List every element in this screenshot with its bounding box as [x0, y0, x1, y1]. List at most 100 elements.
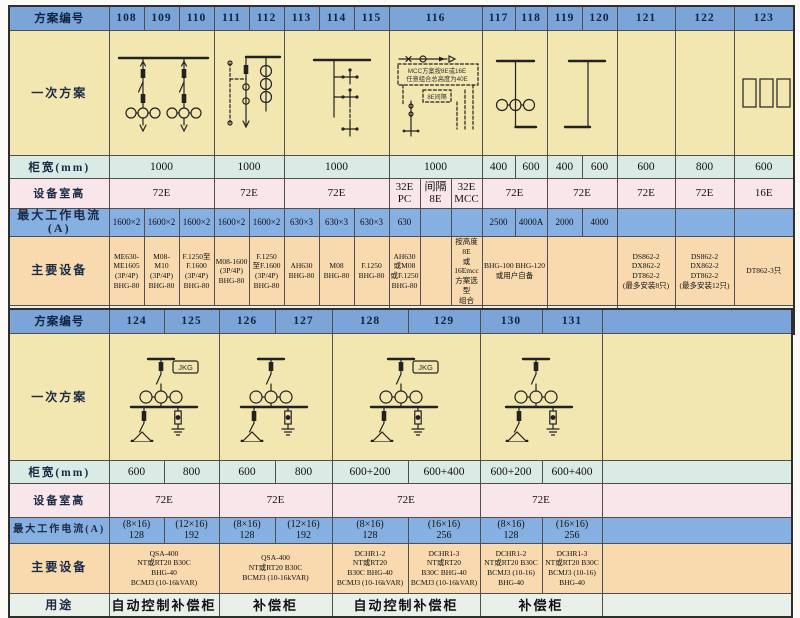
diagram-cell-119-120: [546, 29, 618, 156]
current-cell: 4000A: [514, 207, 548, 238]
bus-riser-diagram-icon: [563, 59, 606, 128]
equipment-cell: DCHR1-2 NT或RT20 B30C BCMJ3 (10-16) BHG-4…: [479, 542, 543, 594]
max-current-label: 最大工作电流(A): [8, 207, 110, 238]
scheme-table-108-123: 方案编号 108 109 110 111 112 113 114 115 116…: [8, 5, 796, 335]
scheme-number-130: 130: [479, 308, 543, 334]
diagram-cell-108-110: [108, 29, 215, 156]
cabinet-width-label: 柜宽(mm): [8, 154, 110, 179]
diagram-cell-123: [733, 29, 795, 156]
scheme-number-124: 124: [108, 308, 165, 334]
primary-scheme-label: 一次方案: [8, 29, 110, 156]
width-cell: 800: [674, 154, 735, 179]
cabinet-width-row: 柜宽(mm) 1000 1000 1000 1000 400 600 400 6…: [8, 154, 795, 179]
max-current-label: 最大工作电流(A): [8, 516, 110, 544]
current-cell: [616, 207, 676, 238]
current-cell: 1600×2: [143, 207, 180, 238]
scheme-number-118: 118: [514, 5, 548, 31]
equipment-room-height-row: 设备室高 72E 72E 72E 72E: [8, 482, 793, 518]
usage-cell-auto-comp2: 自动控制补偿柜: [331, 592, 481, 618]
equipment-cell: M08- M10 (3P/4P) BHG-80: [143, 236, 180, 307]
mcc-scheme-diagram-icon: MCC方案按8E或16E 任意组合总高度为40E 8E间隔: [396, 54, 479, 137]
diagram-cell-111-112: [213, 29, 285, 156]
scheme-number-109: 109: [143, 5, 180, 31]
scheme-number-123: 123: [733, 5, 795, 31]
equipment-cell: BHG-100 BHG-120 或用户自备: [481, 236, 548, 307]
room-cell: 72E: [479, 482, 603, 518]
current-cell: 1600×2: [108, 207, 145, 238]
current-cell: (8×16) 128: [218, 516, 276, 544]
scheme-number-116: 116: [388, 5, 483, 31]
header-row: 方案编号 124 125 126 127 128 129 130 131: [8, 308, 793, 334]
diagram-cell-116: MCC方案按8E或16E 任意组合总高度为40E 8E间隔: [388, 29, 483, 156]
scheme-number-label: 方案编号: [8, 308, 110, 334]
current-cell: (16×16) 256: [407, 516, 481, 544]
room-cell: 72E: [218, 482, 333, 518]
width-cell: 600+400: [407, 459, 481, 484]
width-cell: 600: [616, 154, 676, 179]
svg-text:任意组合总高度为40E: 任意组合总高度为40E: [406, 74, 468, 83]
room-height-label: 设备室高: [8, 482, 110, 518]
scheme-number-126: 126: [218, 308, 276, 334]
equipment-cell: AH630 或M08 或F.1250 BHG-80: [388, 236, 421, 307]
compensation-diagram-jkg-icon: JKG: [129, 357, 199, 442]
equipment-cell: DT862-3只: [733, 236, 795, 307]
scheme-number-111: 111: [213, 5, 250, 31]
equipment-cell: DS862-2 DX862-2 DT862-2 (最多安装12只): [674, 236, 735, 307]
usage-row: 用途 自动控制补偿柜 补偿柜 自动控制补偿柜 补偿柜: [8, 592, 793, 618]
equipment-cell: 按高度8E 或16Emcc 方案选型 组合: [450, 236, 483, 307]
cabinet-width-label: 柜宽(mm): [8, 459, 110, 484]
equipment-cell: DCHR1-3 NT或RT20 B30C BCMJ3 (10-16) BHG-4…: [541, 542, 603, 594]
room-cell: 16E: [733, 177, 795, 209]
main-equipment-row: 主要设备 ME630- ME1605 (3P/4P) BHG-80 M08- M…: [8, 236, 795, 307]
room-cell: 72E: [213, 177, 285, 209]
current-cell: (8×16) 128: [108, 516, 165, 544]
catalog-page: { "colors": { "header_blue": "#7BA4D9", …: [8, 5, 796, 618]
one-line-diagram-dual-feeder-icon: [117, 56, 209, 132]
scheme-number-label: 方案编号: [8, 5, 110, 31]
current-cell: [674, 207, 735, 238]
compensation-diagram-icon: [504, 357, 574, 442]
three-panel-boxes-icon: [741, 77, 791, 108]
scheme-number-112: 112: [248, 5, 285, 31]
current-cell: (12×16) 192: [163, 516, 220, 544]
max-current-row: 最大工作电流(A) (8×16) 128 (12×16) 192 (8×16) …: [8, 516, 793, 544]
width-cell: 1000: [388, 154, 483, 179]
width-cell: 600: [514, 154, 548, 179]
width-cell: 400: [481, 154, 516, 179]
scheme-number-114: 114: [318, 5, 355, 31]
width-cell: 1000: [213, 154, 285, 179]
current-cell: [450, 207, 483, 238]
usage-cell-auto-comp: 自动控制补偿柜: [108, 592, 220, 618]
width-cell: 600: [108, 459, 165, 484]
header-row: 方案编号 108 109 110 111 112 113 114 115 116…: [8, 5, 795, 31]
scheme-number-119: 119: [546, 5, 583, 31]
room-height-label: 设备室高: [8, 177, 110, 209]
equipment-cell: QSA-400 NT或RT20 B30C BHG-40 BCMJ3 (10-16…: [108, 542, 220, 594]
room-cell: 72E: [108, 177, 215, 209]
equipment-cell: DS862-2 DX862-2 DT862-2 (最多安装8只): [616, 236, 676, 307]
width-cell: 800: [163, 459, 220, 484]
equipment-cell: F.1250 至F.1600 (3P/4P) BHG-80: [248, 236, 285, 307]
scheme-number-131: 131: [541, 308, 603, 334]
current-cell: 630: [388, 207, 421, 238]
width-cell: 600: [733, 154, 795, 179]
room-cell: 72E: [283, 177, 390, 209]
current-cell: 1600×2: [213, 207, 250, 238]
equipment-cell: ME630- ME1605 (3P/4P) BHG-80: [108, 236, 145, 307]
diagram-cell-113-115: [283, 29, 390, 156]
cabinet-width-row: 柜宽(mm) 600 800 600 800 600+200 600+400 6…: [8, 459, 793, 484]
svg-text:JKG: JKG: [178, 363, 193, 372]
current-cell: 1600×2: [178, 207, 215, 238]
width-cell: 400: [546, 154, 583, 179]
current-cell: 2500: [481, 207, 516, 238]
scheme-number-127: 127: [274, 308, 333, 334]
current-cell: [733, 207, 795, 238]
width-cell: 600+200: [479, 459, 543, 484]
diagram-cell-126-127: [218, 332, 333, 461]
diagram-cell-128-129: JKG: [331, 332, 481, 461]
equipment-cell: M08 BHG-80: [318, 236, 355, 307]
current-cell: 630×3: [283, 207, 320, 238]
bus-riser-ct-diagram-icon: [495, 59, 537, 128]
equipment-cell: M08-1600 (3P/4P) BHG-80: [213, 236, 250, 307]
scheme-number-128: 128: [331, 308, 409, 334]
